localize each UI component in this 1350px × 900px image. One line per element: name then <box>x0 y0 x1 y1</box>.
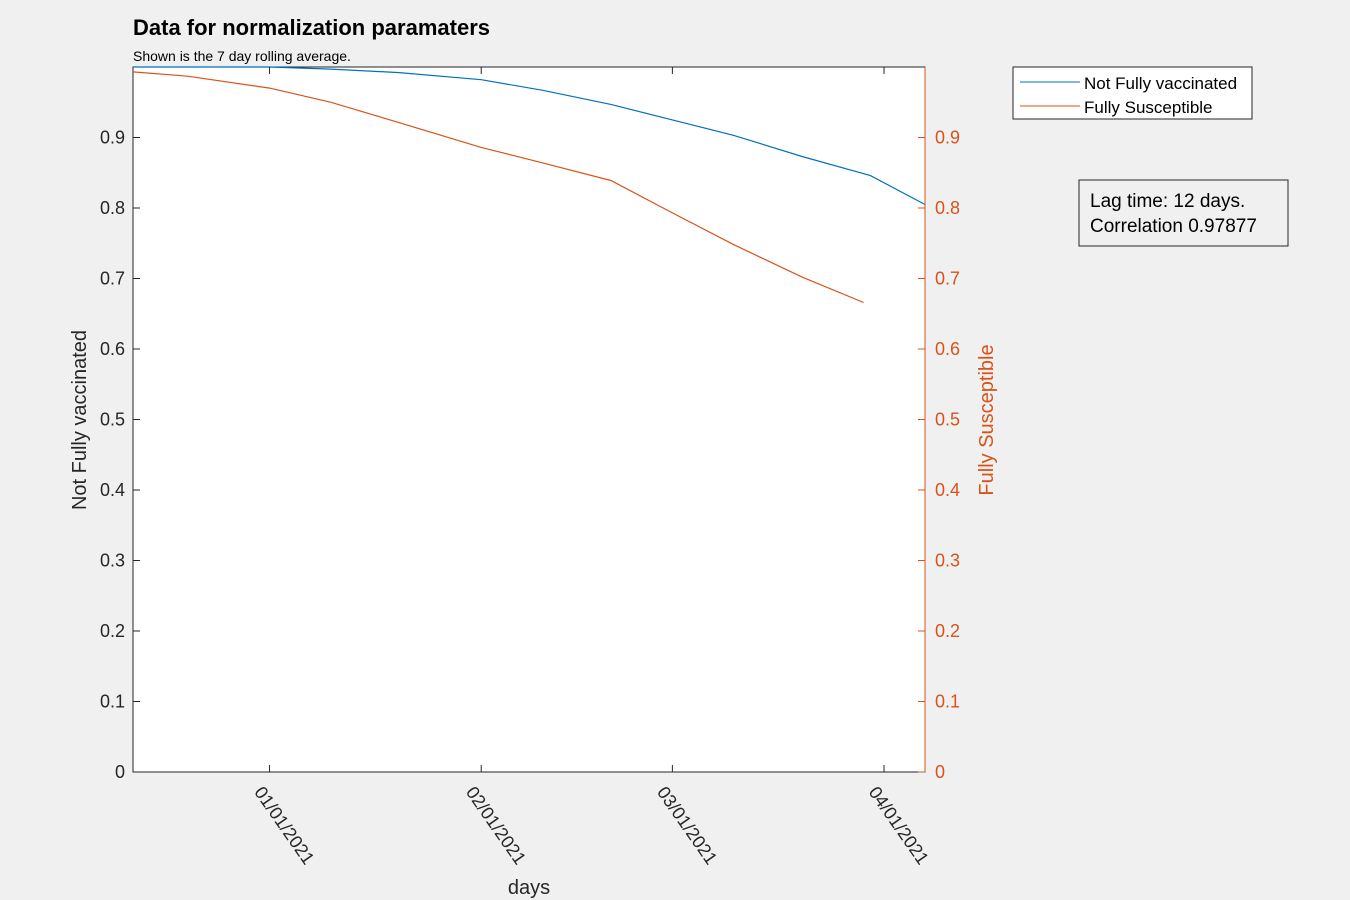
right-y-tick-label: 0.1 <box>935 692 960 712</box>
series-line-fully-susceptible <box>132 71 864 304</box>
annotation-lag-time: Lag time: 12 days. <box>1090 191 1245 212</box>
left-y-tick-label: 0.9 <box>100 128 125 148</box>
annotation-correlation: Correlation 0.97877 <box>1090 216 1257 237</box>
legend-label-fully-susceptible: Fully Susceptible <box>1084 98 1213 117</box>
legend-label-not-fully-vaccinated: Not Fully vaccinated <box>1084 74 1237 93</box>
annotation-frame <box>1078 179 1289 247</box>
chart-title: Data for normalization paramaters <box>133 15 490 40</box>
right-y-tick-label: 0.6 <box>935 339 960 359</box>
x-tick-label: 01/01/2021 <box>250 783 318 868</box>
right-y-tick-label: 0.8 <box>935 198 960 218</box>
left-y-tick-label: 0.1 <box>100 692 125 712</box>
y-axis-label-left: Not Fully vaccinated <box>69 330 91 510</box>
x-tick-label: 04/01/2021 <box>865 783 933 868</box>
left-y-tick-label: 0.5 <box>100 410 125 430</box>
left-y-tick-label: 0.7 <box>100 269 125 289</box>
chart-subtitle: Shown is the 7 day rolling average. <box>133 48 351 64</box>
plot-area <box>132 66 926 773</box>
left-y-tick-label: 0.4 <box>100 480 125 500</box>
right-y-tick-label: 0.9 <box>935 128 960 148</box>
left-y-tick-label: 0.3 <box>100 551 125 571</box>
left-y-tick-label: 0.6 <box>100 339 125 359</box>
left-y-axis: 0 0.1 0.2 0.3 0.4 0.5 0.6 0.7 0.8 0.9 <box>100 128 140 782</box>
x-tick-label: 02/01/2021 <box>462 783 530 868</box>
right-y-tick-label: 0.7 <box>935 269 960 289</box>
left-y-tick-label: 0.2 <box>100 621 125 641</box>
x-axis-label: days <box>508 877 550 899</box>
x-tick-label: 03/01/2021 <box>653 783 721 868</box>
right-y-tick-label: 0.4 <box>935 480 960 500</box>
y-axis-label-right: Fully Susceptible <box>976 344 998 495</box>
left-y-tick-label: 0 <box>115 762 125 782</box>
right-y-axis: 0 0.1 0.2 0.3 0.4 0.5 0.6 0.7 0.8 0.9 <box>918 67 960 782</box>
legend-box <box>1012 66 1253 120</box>
legend: Not Fully vaccinated Fully Susceptible <box>1012 66 1253 120</box>
right-y-tick-label: 0.2 <box>935 621 960 641</box>
left-y-tick-label: 0.8 <box>100 198 125 218</box>
annotation-box: Lag time: 12 days. Correlation 0.97877 <box>1078 179 1289 247</box>
right-y-tick-label: 0.5 <box>935 410 960 430</box>
right-y-tick-label: 0 <box>935 762 945 782</box>
right-y-tick-label: 0.3 <box>935 551 960 571</box>
